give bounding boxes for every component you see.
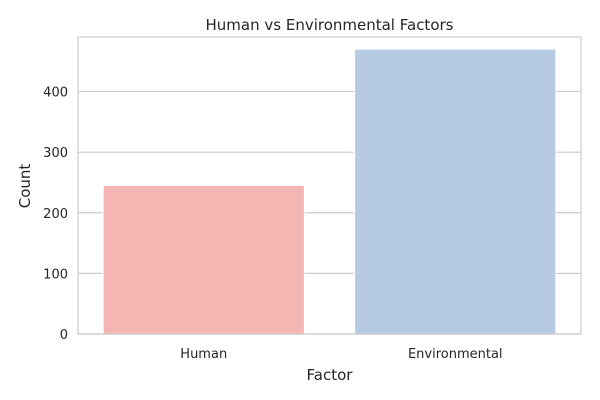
y-tick-labels: 0 100 200 300 400 bbox=[43, 86, 68, 343]
x-tick-labels: Human Environmental bbox=[180, 347, 502, 362]
y-tick-label: 100 bbox=[43, 267, 68, 282]
y-tick-label: 300 bbox=[43, 146, 68, 161]
bar-human bbox=[102, 185, 305, 335]
plot-frame bbox=[77, 36, 582, 335]
x-tick-label: Environmental bbox=[408, 347, 503, 362]
y-tick-label: 0 bbox=[60, 328, 68, 343]
x-tick-label: Human bbox=[180, 347, 227, 362]
y-axis-label: Count bbox=[16, 164, 34, 209]
bar-environmental bbox=[354, 48, 557, 335]
x-axis-label: Factor bbox=[307, 366, 354, 384]
y-tick-label: 400 bbox=[43, 86, 68, 101]
chart-title: Human vs Environmental Factors bbox=[206, 16, 454, 34]
y-tick-label: 200 bbox=[43, 207, 68, 222]
bars bbox=[102, 48, 557, 335]
